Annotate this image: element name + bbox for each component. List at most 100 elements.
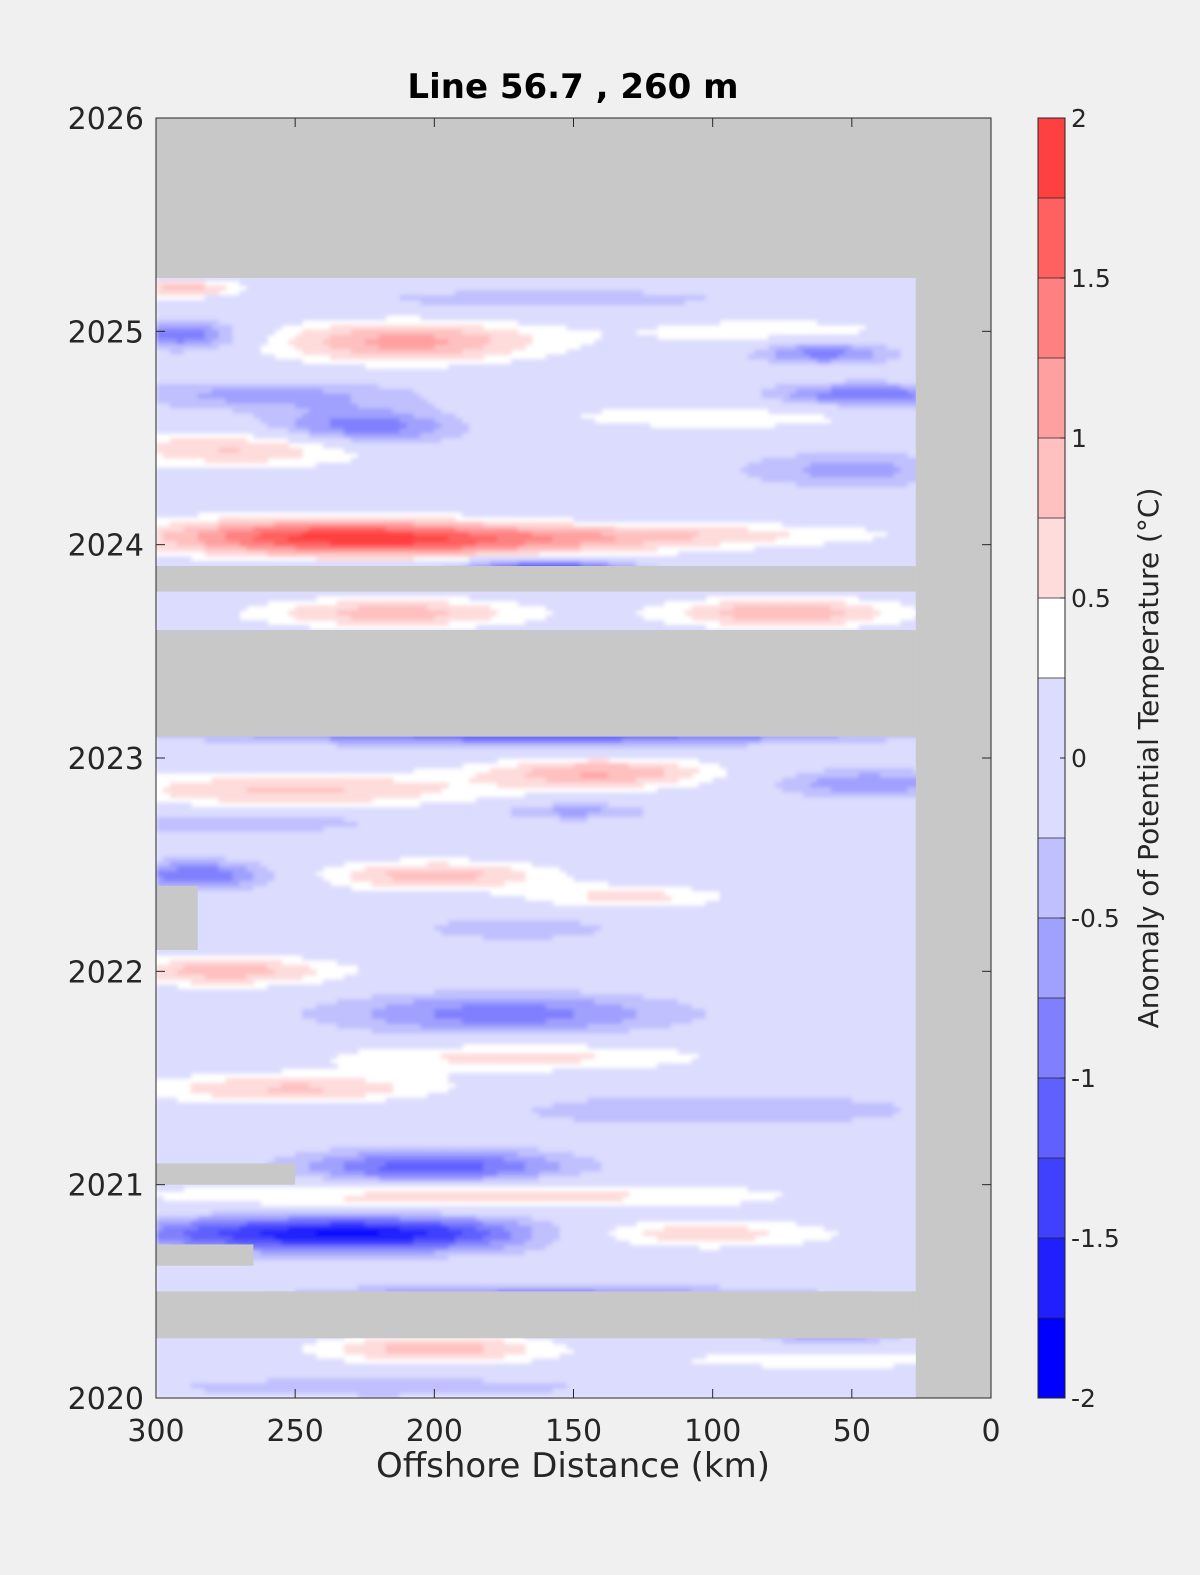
heatmap-cell [817,290,825,296]
heatmap-cell [712,305,721,311]
heatmap-cell [232,275,241,282]
heatmap-cell [538,319,547,326]
heatmap-cell [267,300,275,306]
heatmap-cell [615,310,623,316]
heatmap-cell [747,295,756,301]
heatmap-cell [336,275,345,282]
heatmap-cell [538,285,547,291]
heatmap-cell [622,275,630,282]
heatmap-cell [295,319,303,326]
heatmap-cell [594,314,602,321]
heatmap-cell [580,285,589,291]
heatmap-cell [176,275,185,282]
heatmap-cell [698,319,707,326]
heatmap-cell [573,300,582,306]
heatmap-cell [274,295,282,301]
heatmap-cell [837,310,846,316]
heatmap-cell [796,285,804,291]
heatmap-cell [796,300,804,306]
heatmap-cell [865,295,874,301]
heatmap-cell [893,300,902,306]
heatmap-cell [782,280,790,286]
heatmap-cell [844,280,853,286]
heatmap-cell [657,314,665,321]
heatmap-cell [844,285,853,291]
heatmap-cell [747,290,756,296]
heatmap-cell [608,300,616,306]
heatmap-cell [740,280,749,286]
heatmap-cell [246,300,255,306]
heatmap-cell [851,295,860,301]
heatmap-cell [594,275,602,282]
heatmap-cell [587,305,595,311]
heatmap-cell [503,314,512,321]
heatmap-cell [462,300,470,306]
heatmap-cell [879,314,888,321]
heatmap-cell [267,285,275,291]
heatmap-cell [907,310,916,316]
heatmap-cell [302,280,310,286]
heatmap-cell [343,310,352,316]
heatmap-cell [281,285,289,291]
heatmap-cell [629,319,637,326]
heatmap-cell [246,295,255,301]
heatmap-cell [246,285,255,291]
heatmap-cell [733,280,742,286]
heatmap-cell [469,280,477,286]
heatmap-cell [872,319,881,326]
heatmap-cell [865,310,874,316]
heatmap-cell [559,290,568,296]
heatmap-cell [323,305,331,311]
heatmap-cell [761,280,769,286]
heatmap-cell [323,300,331,306]
heatmap-cell [538,300,547,306]
heatmap-cell [218,300,227,306]
heatmap-cell [197,324,206,331]
heatmap-cell [517,314,526,321]
heatmap-cell [371,310,380,316]
heatmap-cell [817,280,825,286]
heatmap-cell [197,290,206,296]
heatmap-cell [636,290,644,296]
heatmap-cell [900,275,909,282]
heatmap-cell [684,305,693,311]
heatmap-cell [476,295,484,301]
heatmap-cell [406,280,415,286]
heatmap-cell [545,285,554,291]
heatmap-cell [872,290,881,296]
heatmap-cell [615,295,623,301]
heatmap-cell [295,305,303,311]
heatmap-cell [538,275,547,282]
heatmap-cell [462,295,470,301]
heatmap-cell [225,295,234,301]
heatmap-cell [684,280,693,286]
heatmap-cell [399,275,408,282]
heatmap-cell [156,300,164,306]
heatmap-cell [274,310,282,316]
heatmap-cell [336,285,345,291]
heatmap-cell [761,285,769,291]
heatmap-cell [364,275,373,282]
heatmap-cell [462,280,470,286]
chart-title: Line 56.7 , 260 m [407,67,738,107]
heatmap-cell [343,314,352,321]
heatmap-cell [253,305,261,311]
heatmap-cell [169,290,178,296]
heatmap-cell [218,295,227,301]
heatmap-cell [510,305,519,311]
heatmap-cell [162,310,171,316]
heatmap-cell [629,305,637,311]
heatmap-cell [837,314,846,321]
heatmap-cell [510,314,519,321]
heatmap-cell [295,275,303,282]
heatmap-cell [740,305,749,311]
heatmap-cell [427,290,435,296]
heatmap-cell [260,295,268,301]
heatmap-cell [448,275,456,282]
heatmap-cell [378,285,387,291]
heatmap-cell [907,300,916,306]
heatmap-cell [865,280,874,286]
heatmap-cell [455,285,463,291]
heatmap-cell [385,280,394,286]
heatmap-cell [775,314,783,321]
